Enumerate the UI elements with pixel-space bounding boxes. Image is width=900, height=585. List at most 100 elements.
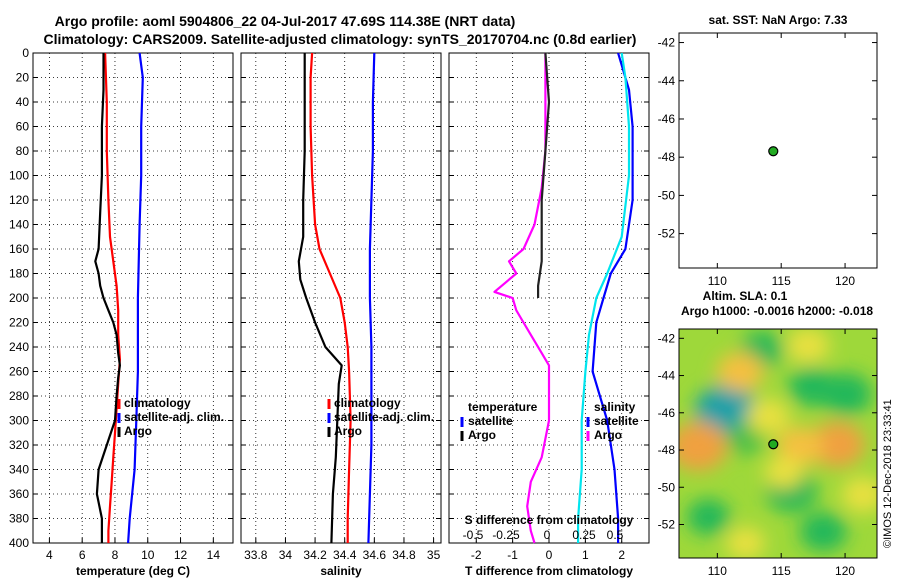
y-tick-label: 100 (9, 169, 29, 183)
legend-entry: satellite-adj. clim. (124, 410, 224, 424)
y-tick-label: -46 (658, 406, 676, 420)
x-tick-label: 35 (427, 548, 441, 562)
x-tick-label-secondary: -0.5 (463, 528, 484, 542)
y-tick-label: -52 (658, 517, 676, 531)
series-line-satellite-adj-clim- (127, 52, 144, 544)
legend-entry: Argo (468, 428, 496, 442)
x-tick-label: 34.8 (392, 548, 416, 562)
y-tick-label: 60 (16, 120, 30, 134)
y-tick-label: -44 (658, 74, 676, 88)
heatmap-cell (725, 526, 766, 558)
x-tick-label: 0 (546, 548, 553, 562)
x-tick-label: 115 (772, 274, 791, 288)
y-tick-label: -50 (658, 480, 676, 494)
x-tick-label: 12 (174, 548, 188, 562)
heatmap-cell (716, 352, 764, 392)
x-tick-label: 34.6 (363, 548, 387, 562)
salinity-profile-panel: 33.8 34 34.2 34.4 34.6 34.8 35 salinity (240, 52, 442, 578)
heatmap-cell (810, 421, 865, 468)
y-tick-label: 400 (9, 536, 29, 550)
series-line-temperature-satellite-clim (536, 52, 551, 298)
y-tick-label: 0 (22, 46, 29, 60)
x-tick-label: 115 (772, 564, 791, 578)
temperature-profile-panel: 4 6 8 10 12 14 temperature (deg C) (32, 52, 234, 578)
x-tick-label: 34.4 (333, 548, 357, 562)
y-tick-label: 280 (9, 389, 29, 403)
x-tick-label: 4 (46, 548, 53, 562)
series-line-climatology (104, 52, 122, 543)
y-tick-label: 80 (16, 144, 30, 158)
x-tick-label-secondary: 0.5 (607, 528, 624, 542)
difference-legend: temperature salinitysatelliteArgosatellit… (460, 400, 639, 542)
y-tick-label: 120 (9, 193, 29, 207)
x-tick-label: 110 (708, 564, 727, 578)
y-tick-label: -42 (658, 36, 676, 50)
figure-title-line2: Climatology: CARS2009. Satellite-adjuste… (44, 31, 637, 47)
series-line-salinity-argo-clim (591, 52, 634, 543)
x-tick-label: 110 (708, 274, 727, 288)
x-tick-label: 1 (582, 548, 589, 562)
legend-entry: climatology (334, 396, 401, 410)
y-tick-label: -50 (658, 188, 676, 202)
x-tick-label: 8 (112, 548, 119, 562)
legend-title-temperature: temperature (468, 400, 538, 414)
heatmap-cell (820, 372, 872, 416)
x-tick-label-secondary: 0 (544, 528, 551, 542)
x-tick-label: 10 (141, 548, 155, 562)
y-tick-label: 320 (9, 438, 29, 452)
heatmap-cell (746, 398, 791, 435)
y-tick-label: 260 (9, 365, 29, 379)
x-axis-label: T difference from climatology (465, 564, 633, 578)
sla-map-subtitle: Argo h1000: -0.0016 h2000: -0.018 (681, 304, 873, 318)
series-line-temperature-argo-clim (493, 53, 551, 544)
heatmap-cell (786, 329, 830, 364)
argo-location-marker (768, 439, 779, 450)
y-tick-label: 160 (9, 242, 29, 256)
imos-stamp: ©IMOS 12-Dec-2018 23:33:41 (882, 399, 894, 548)
heatmap-cell (686, 499, 730, 536)
heatmap-cell (799, 512, 847, 552)
y-tick-label: 180 (9, 267, 29, 281)
legend-entry: climatology (124, 396, 191, 410)
sla-map-title: Altim. SLA: 0.1 (703, 289, 788, 303)
x-axis-label: temperature (deg C) (76, 564, 190, 578)
x-tick-label: -2 (471, 548, 482, 562)
heatmap-cell (679, 421, 728, 471)
sst-map-panel: 110 115 120 -42 -44 -46 -48 -50 -52 sat. SST: NaN… (658, 13, 878, 288)
series-line-satellite-adj-clim- (367, 52, 376, 544)
y-tick-label: -44 (658, 369, 676, 383)
legend-entry: Argo (594, 428, 622, 442)
y-tick-label: -52 (658, 227, 676, 241)
y-tick-label: 20 (16, 71, 30, 85)
series-line-argo (94, 53, 122, 543)
y-tick-label: -42 (658, 331, 676, 345)
y-tick-label: 200 (9, 291, 29, 305)
legend-entry: satellite (594, 414, 639, 428)
argo-location-marker (768, 146, 779, 157)
y-tick-label: 360 (9, 487, 29, 501)
y-tick-label: 340 (9, 463, 29, 477)
x-tick-label: 120 (835, 564, 855, 578)
x-tick-label: 33.8 (244, 548, 268, 562)
x-tick-label: 34 (279, 548, 293, 562)
y-tick-label: -46 (658, 112, 676, 126)
heatmap-cell (841, 476, 877, 513)
plot-frame (678, 328, 878, 559)
y-tick-label: 140 (9, 218, 29, 232)
series-line-argo (297, 53, 343, 544)
x-tick-label-secondary: -0.25 (492, 528, 520, 542)
heatmap-anomalies (679, 329, 877, 558)
x-axis-label-secondary: S difference from climatology (465, 513, 634, 527)
sla-heatmap-field (679, 329, 877, 558)
x-tick-label: -1 (507, 548, 518, 562)
y-tick-label: 40 (16, 95, 30, 109)
legend-entry: Argo (124, 424, 152, 438)
x-tick-label: 6 (79, 548, 86, 562)
y-tick-label: 380 (9, 512, 29, 526)
depth-axis: 0 20 40 60 80 100 120 140 160 180 200 220 240 260 280 3… (9, 46, 29, 550)
x-axis-label: salinity (320, 564, 362, 578)
